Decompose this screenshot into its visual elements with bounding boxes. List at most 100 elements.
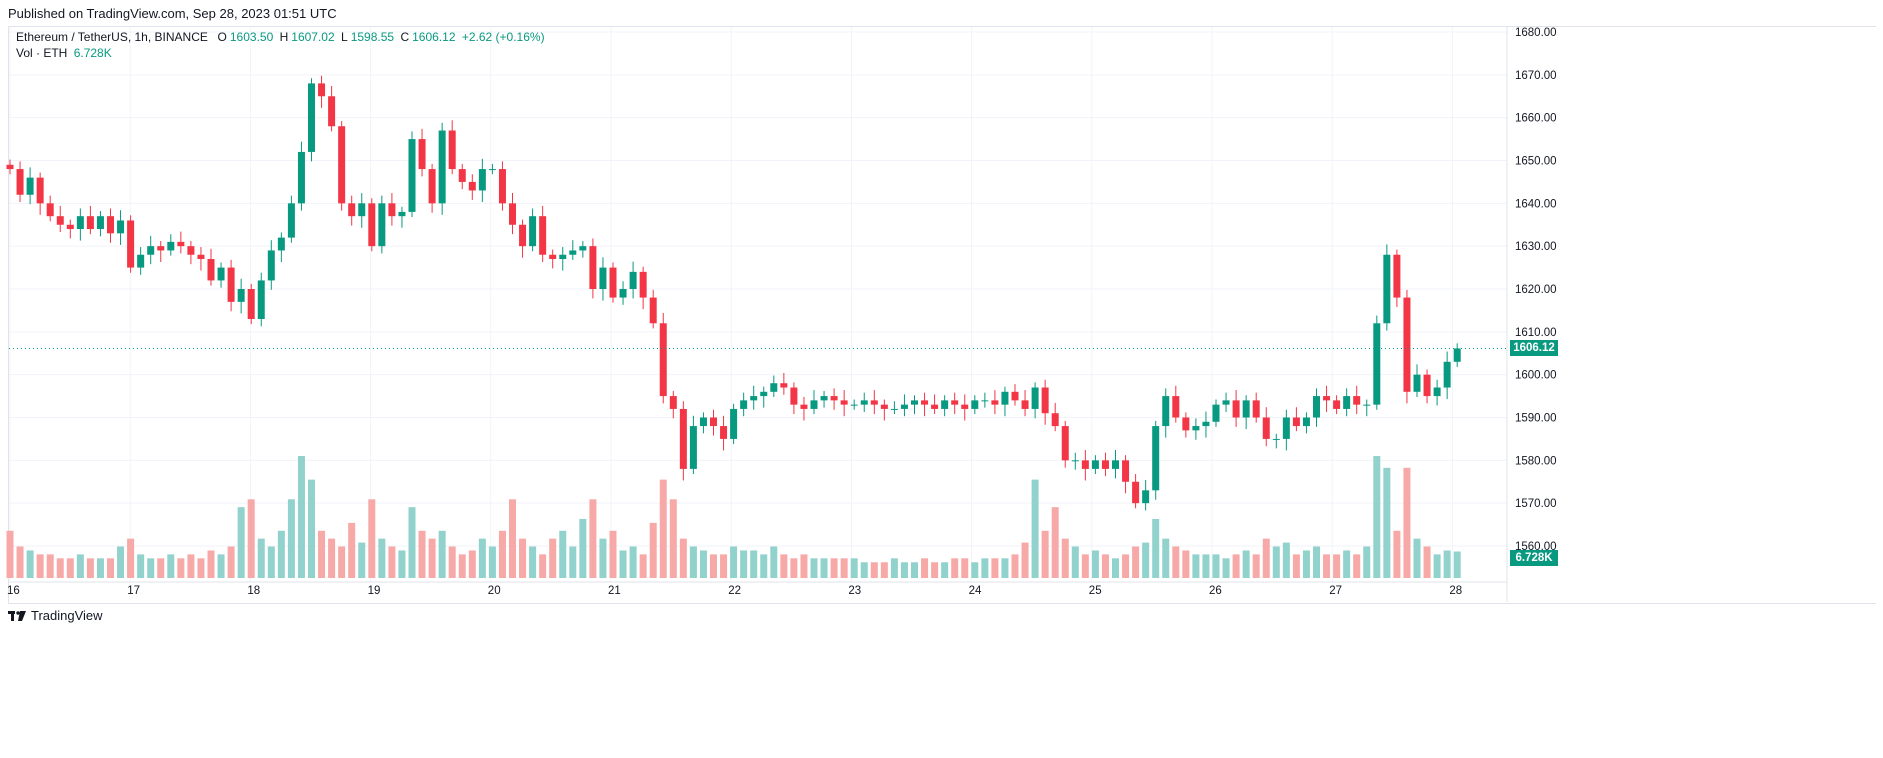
volume-bar	[36, 554, 44, 578]
candle-body	[961, 404, 969, 409]
volume-bar	[539, 554, 547, 578]
candle-body	[1333, 400, 1341, 409]
volume-bar	[1383, 467, 1391, 578]
candle-body	[458, 169, 466, 182]
y-tick-label: 1650.00	[1515, 156, 1557, 168]
candle-body	[147, 246, 155, 255]
volume-bar	[880, 562, 888, 578]
volume-bar	[368, 499, 376, 578]
candle-body	[478, 169, 486, 191]
chart-frame[interactable]	[8, 26, 1876, 604]
volume-bar	[1413, 538, 1421, 578]
symbol-title[interactable]: Ethereum / TetherUS, 1h, BINANCE	[16, 30, 208, 44]
volume-bar	[991, 558, 999, 578]
volume-bar	[348, 522, 356, 578]
candle-body	[1403, 297, 1411, 392]
volume-bar	[1071, 546, 1079, 578]
candle-body	[1021, 400, 1029, 409]
volume-bar	[931, 562, 939, 578]
volume-bar	[1051, 507, 1059, 578]
volume-bar	[127, 538, 135, 578]
candle-body	[398, 211, 406, 217]
candle-body	[669, 396, 677, 409]
volume-bar	[488, 546, 496, 578]
volume-bar	[599, 538, 607, 578]
candle-body	[679, 408, 687, 469]
volume-bar	[388, 546, 396, 578]
volume-bar	[971, 562, 979, 578]
candle-body	[6, 164, 14, 170]
candle-body	[66, 224, 74, 230]
volume-bar	[428, 538, 436, 578]
price-chart[interactable]: 1680.00 1670.00 1660.00 1650.00 1640.00 1630.…	[0, 0, 1883, 620]
candle-body	[810, 400, 818, 409]
candle-body	[1212, 404, 1220, 422]
volume-label[interactable]: Vol · ETH	[16, 46, 68, 60]
candle-body	[1443, 361, 1451, 388]
x-tick-label: 27	[1329, 585, 1342, 597]
candle-body	[659, 323, 667, 397]
candle-body	[287, 203, 295, 238]
volume-bar	[177, 558, 185, 578]
x-tick-label: 28	[1449, 585, 1462, 597]
candle-body	[589, 246, 597, 289]
volume-bar	[780, 554, 788, 578]
volume-bar	[56, 558, 64, 578]
candle-body	[1172, 396, 1180, 418]
volume-bar	[770, 546, 778, 578]
candle-body	[1061, 426, 1069, 461]
candle-body	[267, 250, 275, 281]
volume-bar	[1423, 546, 1431, 578]
volume-bar	[16, 546, 24, 578]
candle-body	[137, 254, 145, 268]
logo-text: TradingView	[31, 608, 103, 623]
candle-body	[1413, 374, 1421, 392]
volume-bar	[187, 554, 195, 578]
volume-bar	[840, 558, 848, 578]
volume-bar	[247, 499, 255, 578]
candle-body	[438, 130, 446, 204]
volume-bar	[76, 554, 84, 578]
candle-body	[418, 139, 426, 170]
volume-bar	[1262, 538, 1270, 578]
candle-body	[750, 396, 758, 401]
x-tick-label: 16	[7, 585, 20, 597]
volume-bar	[1403, 467, 1411, 578]
candle-body	[1162, 396, 1170, 427]
y-tick-label: 1620.00	[1515, 284, 1557, 296]
volume-bar	[1081, 554, 1089, 578]
volume-bar	[468, 550, 476, 578]
candle-body	[358, 203, 366, 217]
volume-bar	[720, 554, 728, 578]
candle-body	[86, 216, 94, 230]
candle-body	[1051, 413, 1059, 427]
volume-bar	[1292, 554, 1300, 578]
volume-bar	[478, 538, 486, 578]
volume-bar	[257, 538, 265, 578]
candle-body	[117, 220, 125, 234]
candle-body	[237, 289, 245, 302]
candle-body	[850, 404, 858, 406]
candle-body	[1091, 460, 1099, 469]
volume-badge: 6.728K	[1510, 549, 1558, 566]
candle-body	[931, 404, 939, 409]
candle-body	[36, 177, 44, 204]
volume-bar	[679, 538, 687, 578]
candle-body	[408, 139, 416, 212]
candle-body	[921, 400, 929, 405]
candle-body	[981, 400, 989, 402]
volume-bar	[1302, 550, 1310, 578]
volume-bar	[669, 499, 677, 578]
tradingview-logo[interactable]: TradingView	[8, 608, 103, 623]
y-tick-label: 1680.00	[1515, 27, 1557, 39]
candle-body	[1152, 426, 1160, 491]
candle-body	[1242, 400, 1250, 418]
candle-body	[720, 426, 728, 439]
volume-bar	[66, 558, 74, 578]
volume-bar	[519, 538, 527, 578]
x-tick-label: 23	[848, 585, 861, 597]
volume-bar	[629, 546, 637, 578]
volume-bar	[1282, 542, 1290, 578]
candle-body	[1011, 391, 1019, 401]
volume-bar	[167, 554, 175, 578]
